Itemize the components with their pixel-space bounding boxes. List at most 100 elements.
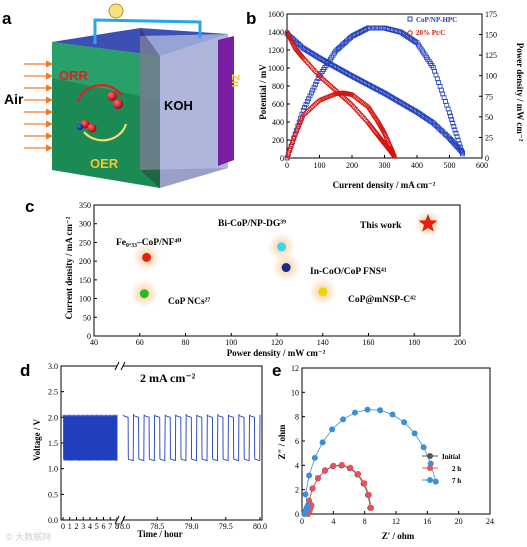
axis-break xyxy=(114,515,120,525)
data-point xyxy=(329,426,336,433)
y-tick-label: 0.5 xyxy=(48,490,58,499)
axis-break-mask xyxy=(117,363,123,369)
y-tick-label: 50 xyxy=(83,313,91,322)
data-point xyxy=(346,100,352,105)
data-point xyxy=(433,123,439,128)
data-point xyxy=(345,37,351,43)
data-point xyxy=(353,107,359,112)
panel-b-ylabel: Potential / mV xyxy=(258,64,268,120)
y-tick-label: 1.5 xyxy=(48,439,58,448)
data-point xyxy=(338,43,344,49)
data-point xyxy=(355,108,360,114)
data-point xyxy=(457,144,463,150)
data-point xyxy=(318,74,324,80)
orr-cycle-arrow xyxy=(76,84,123,103)
panel-c: c 40 60 80 100 120 140 160 180 200 0 50 100 150 200 25… xyxy=(25,197,466,358)
data-point xyxy=(341,41,347,47)
legend-marker-initial xyxy=(427,453,433,459)
x-tick-label: 160 xyxy=(363,338,375,347)
hydroxide-sphere xyxy=(87,123,97,133)
data-point xyxy=(401,419,408,426)
data-point xyxy=(369,25,375,31)
data-point xyxy=(413,39,419,45)
y-tick-label: 1.0 xyxy=(48,465,58,474)
data-point xyxy=(427,460,434,467)
y-tick-label: 0 xyxy=(295,510,299,519)
oer-label: OER xyxy=(90,156,119,171)
data-point xyxy=(304,109,310,114)
data-point xyxy=(314,79,320,84)
legend-7h: 7 h xyxy=(452,477,461,485)
hydrogen-sphere xyxy=(77,124,83,130)
data-point xyxy=(321,77,326,83)
oer-cycle-arrow xyxy=(83,123,128,142)
data-point xyxy=(311,84,317,90)
panel-b-legend: CoP/NP-HPC 20% Pt/C xyxy=(407,16,457,37)
data-point xyxy=(304,99,310,105)
data-point xyxy=(313,81,318,87)
koh-label: KOH xyxy=(164,98,193,113)
y2-tick-label: 25 xyxy=(485,133,493,142)
x-tick-label: 60 xyxy=(136,338,144,347)
data-point xyxy=(319,76,325,81)
panel-c-ylabel: Current density / mA cm⁻² xyxy=(64,216,74,319)
data-point xyxy=(346,36,352,42)
air-arrows xyxy=(24,60,54,152)
data-point xyxy=(355,470,362,477)
x-tick-label: 3 xyxy=(81,522,85,531)
x-tick-label: 12 xyxy=(392,517,400,526)
label-cop-mnsp: CoP@mNSP-C⁴² xyxy=(348,295,416,305)
x-tick-label: 100 xyxy=(314,161,326,170)
data-point xyxy=(334,47,340,53)
data-point xyxy=(315,474,322,481)
panel-b-xlabel: Current density / mA cm⁻² xyxy=(333,180,436,190)
data-point xyxy=(356,110,362,115)
data-point xyxy=(364,406,371,413)
panel-d-annotation: 2 mA cm⁻² xyxy=(140,371,196,385)
data-point xyxy=(323,79,329,85)
data-point xyxy=(349,102,355,108)
data-point xyxy=(450,120,456,126)
series-2 xyxy=(284,29,397,159)
x-tick-label: 600 xyxy=(476,161,488,170)
data-point xyxy=(359,113,364,118)
panel-e-ylabel: Z″ / ohm xyxy=(277,424,287,459)
data-point xyxy=(308,105,314,111)
point-2 xyxy=(277,242,287,252)
x-tick-label: 80.0 xyxy=(253,522,267,531)
series-1 xyxy=(284,25,465,161)
data-point xyxy=(302,491,309,498)
data-point xyxy=(363,117,368,123)
data-point xyxy=(453,130,459,136)
data-point xyxy=(452,127,458,133)
watermark: © 大数据网 xyxy=(6,531,51,542)
data-point xyxy=(411,108,417,113)
data-point xyxy=(451,124,457,129)
y-tick-label: 12 xyxy=(291,364,299,373)
data-point xyxy=(368,25,374,31)
y-tick-label: 3.0 xyxy=(48,362,58,371)
data-point xyxy=(313,69,318,74)
data-point xyxy=(443,131,448,137)
orr-label: ORR xyxy=(59,68,89,83)
panel-e-label: e xyxy=(272,361,281,380)
x-tick-label: 500 xyxy=(444,161,456,170)
data-point xyxy=(307,106,313,112)
y-tick-label: 4 xyxy=(295,461,299,470)
legend-pt: 20% Pt/C xyxy=(416,29,445,37)
x-tick-label: 5 xyxy=(95,522,99,531)
data-point xyxy=(447,110,452,116)
data-point xyxy=(317,73,322,79)
data-point xyxy=(322,78,328,84)
data-point xyxy=(389,411,396,418)
y2-tick-label: 0 xyxy=(485,154,489,163)
legend-cop: CoP/NP-HPC xyxy=(416,16,457,24)
data-point xyxy=(302,57,308,62)
nyquist-line xyxy=(307,464,372,515)
label-cop-ncs: CoP NCs²⁷ xyxy=(168,297,211,307)
x-tick-label: 78.0 xyxy=(116,522,130,531)
data-point xyxy=(368,504,375,511)
data-point xyxy=(304,502,311,509)
data-point xyxy=(322,467,329,474)
x-tick-label: 100 xyxy=(225,338,237,347)
